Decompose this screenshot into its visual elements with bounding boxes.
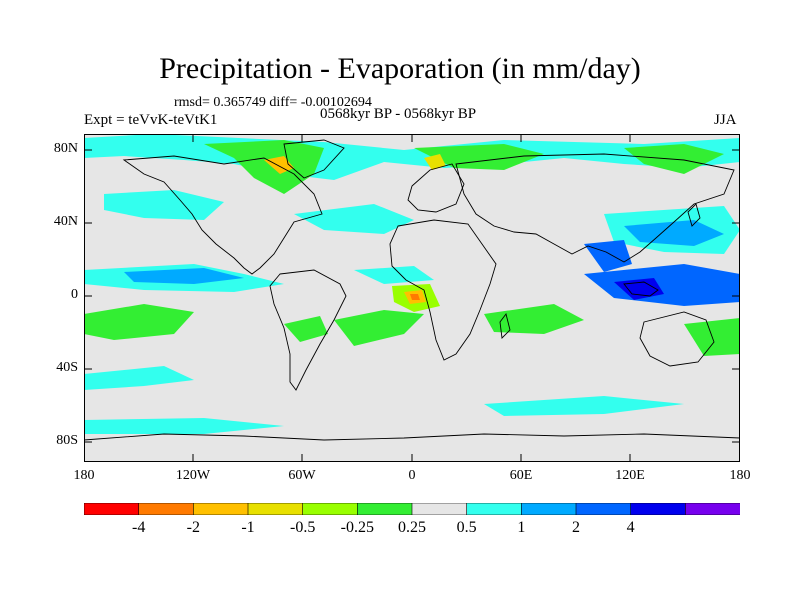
colorbar-swatch-2 <box>193 503 249 515</box>
colorbar-label-1: -2 <box>186 519 200 536</box>
season-label: JJA <box>714 112 737 128</box>
lon-label-120e: 120E <box>615 468 645 483</box>
colorbar-swatch-1 <box>138 503 194 515</box>
coastlines <box>84 139 740 441</box>
colorbar <box>84 503 740 515</box>
gulf-guinea-red <box>410 294 420 300</box>
greenland-coast <box>283 139 345 179</box>
colorbar-swatch-10 <box>630 503 686 515</box>
sh-pacific-green <box>84 304 194 340</box>
colorbar-swatch-0 <box>84 503 140 515</box>
southern-ocean-cyan <box>84 366 194 390</box>
indian-ocean-blue <box>584 264 740 306</box>
lat-label-80n: 80N <box>53 141 78 156</box>
experiment-label: Expt = teVvK-teVtK1 <box>84 112 218 128</box>
scandi-yellow <box>424 154 446 170</box>
south-america-coast <box>269 269 347 391</box>
colorbar-swatch-5 <box>357 503 413 515</box>
arctic-green <box>204 140 324 194</box>
lon-label-60w: 60W <box>288 468 316 483</box>
wpac-blue <box>624 220 724 246</box>
lat-label-40n: 40N <box>53 214 78 229</box>
india-blue <box>584 240 632 272</box>
s-atlantic-green <box>334 310 424 346</box>
itcz-pacific-blue <box>124 268 244 284</box>
antarctica-coast <box>84 433 740 441</box>
africa-coast <box>389 219 497 361</box>
colorbar-swatch-9 <box>575 503 632 515</box>
colorbar-label-7: 1 <box>517 519 526 536</box>
anomaly-field <box>84 134 740 434</box>
siberia-green <box>414 144 544 170</box>
colorbar-label-8: 2 <box>572 519 580 536</box>
asia-coast <box>455 153 735 263</box>
lon-label-60e: 60E <box>509 468 533 483</box>
colorbar-swatch-8 <box>521 503 577 515</box>
lon-label-0: 0 <box>408 468 416 483</box>
colorbar-swatch-3 <box>247 503 304 515</box>
colorbar-label-3: -0.5 <box>289 519 316 536</box>
sa-green <box>284 316 328 342</box>
colorbar-swatch-11 <box>685 503 740 515</box>
lon-label-120w: 120W <box>175 468 211 483</box>
antarctic-cyan <box>84 418 284 434</box>
colorbar-label-9: 4 <box>626 519 635 536</box>
natl-cyan <box>294 204 414 234</box>
colorbar-swatch-4 <box>302 503 358 515</box>
colorbar-label-4: -0.25 <box>340 519 374 536</box>
colorbar-label-5: 0.25 <box>398 519 426 536</box>
lon-label-180e: 180 <box>729 468 751 483</box>
japan-coast <box>687 203 701 227</box>
colorbar-label-0: -4 <box>131 519 146 536</box>
southern-ocean-cyan-2 <box>484 396 684 416</box>
world-map <box>84 134 740 462</box>
colorbar-swatch-6 <box>411 503 468 515</box>
north-america-coast <box>122 155 323 275</box>
atl-itcz-cyan <box>354 266 434 284</box>
period-label: 0568kyr BP - 0568kyr BP <box>320 106 477 122</box>
lon-label-180w: 180 <box>73 468 95 483</box>
map-title: Precipitation - Evaporation (in mm/day) <box>159 52 641 85</box>
colorbar-swatch-7 <box>466 503 522 515</box>
australia-coast <box>639 311 715 367</box>
npacific-cyan <box>104 190 224 220</box>
colorbar-label-2: -1 <box>241 519 255 536</box>
lat-label-40s: 40S <box>56 360 78 375</box>
lat-label-80s: 80S <box>56 433 78 448</box>
indonesia-coast <box>623 281 659 297</box>
colorbar-label-6: 0.5 <box>456 519 477 536</box>
stats-text: rmsd= 0.365749 diff= -0.00102694 <box>174 95 372 110</box>
lat-label-0: 0 <box>71 287 78 302</box>
madagascar-coast <box>499 312 511 339</box>
europe-coast <box>407 163 465 213</box>
map-ticks <box>84 134 740 462</box>
